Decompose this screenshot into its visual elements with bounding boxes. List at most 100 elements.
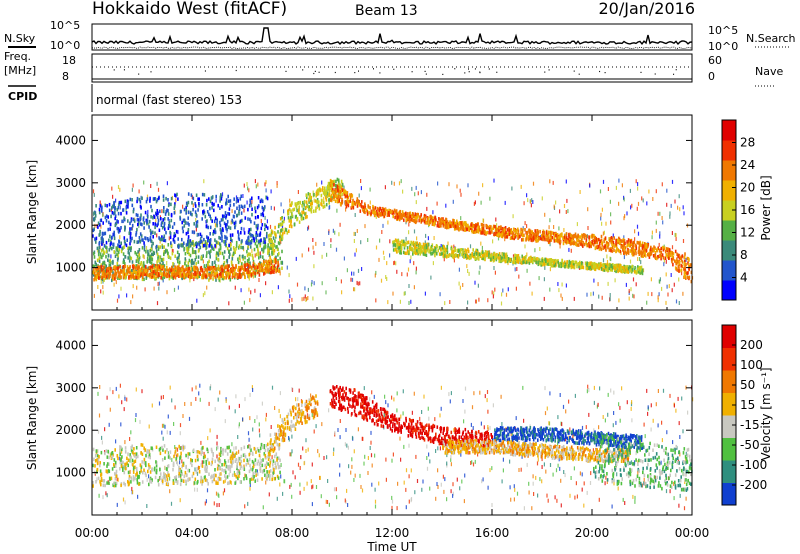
scatter-cell (198, 274, 201, 279)
scatter-cell (445, 203, 447, 208)
scatter-cell (521, 254, 523, 259)
scatter-cell (437, 248, 439, 253)
scatter-cell (424, 250, 427, 254)
scatter-cell (169, 267, 171, 271)
scatter-cell (188, 258, 191, 263)
scatter-cell (153, 251, 156, 255)
scatter-cell (264, 182, 266, 187)
scatter-cell (310, 198, 312, 202)
scatter-cell (219, 251, 222, 255)
scatter-cell (251, 253, 254, 258)
scatter-cell (128, 267, 130, 271)
scatter-cell (145, 275, 148, 279)
scatter-cell (317, 192, 320, 196)
scatter-cell (250, 273, 253, 277)
scatter-cell (410, 240, 412, 245)
scatter-cell (531, 238, 533, 243)
scatter-cell (369, 187, 371, 192)
scatter-cell (573, 265, 576, 270)
scatter-cell (147, 249, 149, 254)
scatter-cell (613, 236, 615, 240)
scatter-cell (456, 254, 458, 258)
scatter-cell (466, 264, 468, 269)
scatter-cell (178, 260, 181, 265)
scatter-cell (553, 204, 555, 209)
scatter-cell (628, 296, 630, 301)
scatter-cell (586, 243, 589, 247)
scatter-cell (252, 261, 255, 266)
scatter-cell (638, 241, 641, 246)
scatter-cell (483, 257, 486, 261)
scatter-cell (293, 207, 296, 212)
scatter-cell (234, 220, 237, 225)
scatter-cell (498, 227, 501, 231)
scatter-cell (626, 240, 628, 244)
scatter-cell (488, 227, 491, 232)
scatter-cell (642, 268, 645, 273)
scatter-cell (550, 264, 553, 268)
scatter-cell (260, 219, 262, 223)
scatter-cell (157, 245, 160, 249)
scatter-cell (675, 237, 677, 241)
scatter-cell (655, 220, 657, 225)
scatter-cell (221, 268, 223, 272)
scatter-cell (425, 233, 427, 238)
scatter-cell (183, 270, 186, 274)
scatter-cell (137, 213, 139, 218)
scatter-cell (228, 264, 230, 268)
scatter-cell (327, 182, 330, 186)
scatter-cell (153, 286, 155, 291)
scatter-cell (687, 271, 689, 275)
scatter-cell (447, 241, 449, 246)
scatter-cell (148, 257, 151, 262)
scatter-cell (97, 249, 99, 253)
scatter-cell (560, 232, 563, 237)
scatter-cell (260, 212, 262, 217)
scatter-cell (341, 201, 343, 205)
scatter-cell (218, 278, 221, 282)
scatter-cell (606, 262, 609, 267)
scatter-cell (639, 243, 642, 247)
scatter-cell (276, 245, 278, 249)
scatter-cell (539, 236, 542, 241)
scatter-cell (138, 236, 141, 240)
scatter-cell (618, 201, 620, 206)
scatter-cell (610, 220, 612, 225)
scatter-cell (573, 296, 575, 301)
scatter-cell (356, 280, 358, 285)
scatter-cell (301, 204, 303, 208)
scatter-cell (338, 188, 341, 192)
scatter-cell (166, 181, 168, 186)
scatter-cell (273, 258, 276, 262)
scatter-cell (171, 271, 173, 276)
nave-dot (314, 70, 316, 72)
scatter-cell (680, 258, 683, 262)
scatter-cell (613, 265, 615, 270)
scatter-cell (531, 198, 533, 203)
scatter-cell (203, 274, 205, 278)
scatter-cell (124, 242, 126, 246)
scatter-cell (174, 233, 177, 238)
scatter-cell (683, 255, 686, 260)
scatter-cell (128, 252, 131, 256)
scatter-cell (183, 241, 185, 245)
scatter-cell (195, 218, 197, 222)
scatter-cell (392, 240, 394, 245)
scatter-cell (328, 231, 330, 235)
scatter-cell (561, 296, 563, 301)
scatter-cell (497, 227, 499, 232)
scatter-cell (557, 239, 560, 243)
scatter-cell (223, 240, 225, 244)
scatter-cell (179, 217, 182, 221)
scatter-cell (148, 219, 151, 224)
scatter-cell (279, 238, 281, 242)
scatter-cell (681, 260, 684, 264)
scatter-cell (124, 228, 126, 232)
scatter-cell (509, 258, 512, 262)
scatter-cell (166, 261, 168, 265)
scatter-cell (235, 240, 238, 245)
scatter-cell (130, 219, 133, 223)
scatter-cell (536, 232, 538, 236)
scatter-cell (256, 226, 259, 230)
